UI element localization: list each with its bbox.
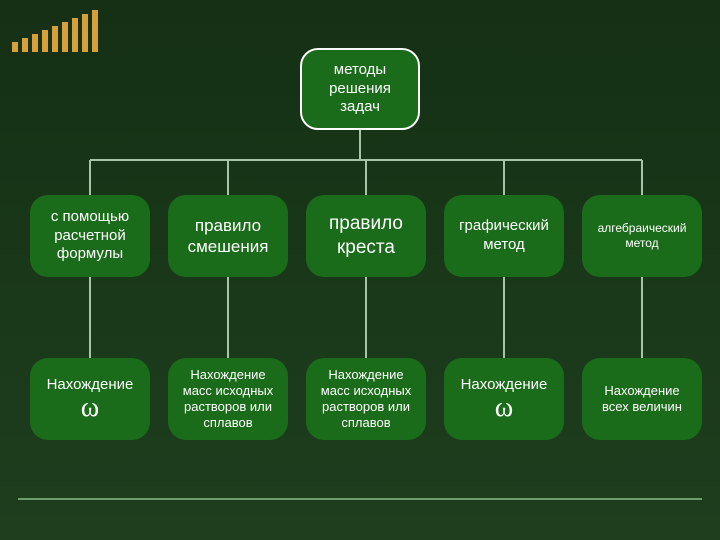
node-text: правило (329, 212, 403, 236)
node-text: метод (483, 236, 525, 255)
level2-node-5: Нахождениевсех величин (582, 358, 702, 440)
node-text: методы (334, 61, 386, 80)
node-text: сплавов (203, 415, 252, 431)
node-text: алгебраический (598, 221, 687, 236)
node-text: Нахождение (604, 383, 679, 399)
bottom-divider (18, 498, 702, 500)
root-node: методырешениязадач (300, 48, 420, 130)
node-text: масс исходных (321, 383, 411, 399)
omega-symbol: ω (81, 394, 99, 422)
node-text: с помощью (51, 208, 129, 227)
level1-node-5: алгебраическийметод (582, 195, 702, 277)
level1-node-4: графическийметод (444, 195, 564, 277)
node-text: метод (625, 236, 658, 251)
level2-node-2: Нахождениемасс исходныхрастворов илиспла… (168, 358, 288, 440)
node-text: формулы (57, 245, 123, 264)
omega-symbol: ω (495, 394, 513, 422)
node-text: креста (337, 236, 395, 260)
node-text: задач (340, 98, 380, 117)
node-text: решения (329, 80, 391, 99)
level2-node-3: Нахождениемасс исходныхрастворов илиспла… (306, 358, 426, 440)
level1-node-1: с помощьюрасчетнойформулы (30, 195, 150, 277)
level2-node-1: Нахождениеω (30, 358, 150, 440)
node-text: растворов или (184, 399, 272, 415)
node-text: растворов или (322, 399, 410, 415)
node-text: расчетной (54, 227, 126, 246)
node-text: Нахождение (328, 367, 403, 383)
node-text: графический (459, 217, 549, 236)
node-text: сплавов (341, 415, 390, 431)
node-text: всех величин (602, 399, 682, 415)
node-text: смешения (188, 236, 269, 257)
level1-node-2: правилосмешения (168, 195, 288, 277)
node-text: правило (195, 215, 261, 236)
level1-node-3: правилокреста (306, 195, 426, 277)
node-text: масс исходных (183, 383, 273, 399)
node-text: Нахождение (190, 367, 265, 383)
level2-node-4: Нахождениеω (444, 358, 564, 440)
